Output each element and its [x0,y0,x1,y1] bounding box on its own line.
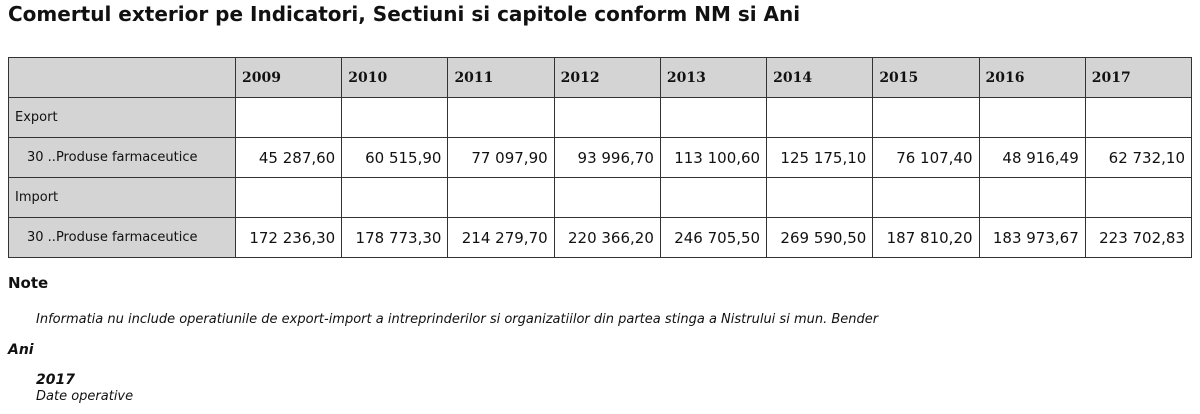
value-cell: 187 810,20 [872,217,980,258]
column-header: 2009 [234,57,343,98]
row-label: 30 ..Produse farmaceutice [8,217,236,258]
column-header: 2010 [341,57,449,98]
empty-cell [341,97,449,138]
empty-cell [447,177,555,218]
empty-cell [1084,97,1193,138]
empty-cell [447,97,555,138]
empty-cell [872,97,980,138]
value-cell: 183 973,67 [978,217,1086,258]
data-table: 2009 2010 2011 2012 2013 2014 2015 2016 2017 Exp… [8,57,1193,258]
header-row: 2009 2010 2011 2012 2013 2014 2015 2016 2017 [8,57,1193,98]
empty-cell [978,177,1086,218]
row-label: Import [8,177,236,218]
empty-cell [872,177,980,218]
value-cell: 214 279,70 [447,217,555,258]
column-header: 2015 [872,57,980,98]
empty-cell [1084,177,1193,218]
value-cell: 48 916,49 [978,137,1086,178]
value-cell: 246 705,50 [659,217,768,258]
column-header: 2017 [1084,57,1193,98]
empty-cell [978,97,1086,138]
table-row: Export [8,97,1193,138]
table-row: 30 ..Produse farmaceutice 172 236,30 178 7… [8,217,1193,258]
empty-cell [341,177,449,218]
table-row: 30 ..Produse farmaceutice 45 287,60 60 515… [8,137,1193,178]
value-cell: 62 732,10 [1084,137,1193,178]
table-body: Export 30 ..Produse farmaceutice 45 287,60… [8,97,1193,258]
note-text: Informatia nu include operatiunile de ex… [36,312,879,327]
value-cell: 93 996,70 [553,137,661,178]
row-label: Export [8,97,236,138]
empty-cell [553,177,661,218]
value-cell: 178 773,30 [341,217,449,258]
page-title: Comertul exterior pe Indicatori, Sectiun… [8,2,801,26]
value-cell: 172 236,30 [234,217,343,258]
row-label: 30 ..Produse farmaceutice [8,137,236,178]
value-cell: 269 590,50 [766,217,874,258]
ani-text: Date operative [36,389,134,404]
value-cell: 113 100,60 [659,137,768,178]
table-row: Import [8,177,1193,218]
empty-cell [766,177,874,218]
corner-cell [8,57,236,98]
column-header: 2014 [766,57,874,98]
value-cell: 76 107,40 [872,137,980,178]
ani-year: 2017 [36,372,75,388]
column-header: 2011 [447,57,555,98]
value-cell: 125 175,10 [766,137,874,178]
value-cell: 45 287,60 [234,137,343,178]
value-cell: 60 515,90 [341,137,449,178]
column-header: 2013 [659,57,768,98]
ani-heading: Ani [8,342,34,358]
empty-cell [234,97,343,138]
value-cell: 220 366,20 [553,217,661,258]
empty-cell [766,97,874,138]
value-cell: 77 097,90 [447,137,555,178]
empty-cell [553,97,661,138]
column-header: 2012 [553,57,661,98]
empty-cell [659,177,768,218]
empty-cell [234,177,343,218]
empty-cell [659,97,768,138]
column-header: 2016 [978,57,1086,98]
value-cell: 223 702,83 [1084,217,1193,258]
note-heading: Note [8,274,49,292]
